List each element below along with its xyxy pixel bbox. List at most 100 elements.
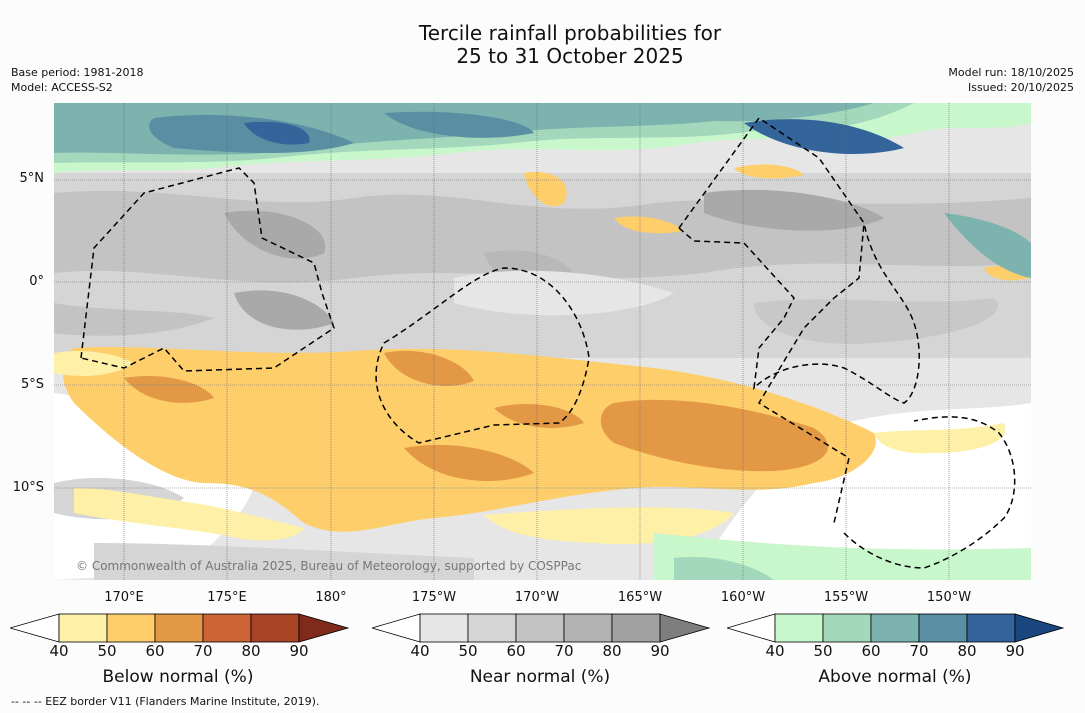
eez-borders: [80, 116, 1016, 569]
colorbar-below-seg-80: [250, 613, 300, 643]
lon-label-155w: 155°W: [823, 590, 869, 605]
meta-right: Model run: 18/10/2025 Issued: 20/10/2025: [948, 65, 1074, 95]
below-tick-40: 40: [49, 642, 69, 660]
below-normal-40-south: [74, 488, 304, 541]
below-normal-40-west: [54, 351, 134, 376]
near-tick-90: 90: [650, 642, 670, 660]
eez-kiribati-gilbert: [80, 167, 335, 372]
issued-date: Issued: 20/10/2025: [967, 81, 1074, 94]
colorbar-below-seg-50: [106, 613, 156, 643]
above-normal-70-b: [384, 111, 534, 138]
below-normal-60-a: [124, 375, 214, 403]
near-normal-70-a: [224, 210, 326, 259]
below-tick-60: 60: [145, 642, 165, 660]
colorbar-near-normal: [372, 613, 711, 643]
below-normal-60-e: [494, 403, 584, 428]
lat-label-10s: 10°S: [12, 480, 44, 495]
below-normal-60-c: [600, 399, 829, 472]
lon-label-165w: 165°W: [617, 590, 663, 605]
above-tick-80: 80: [957, 642, 977, 660]
colorbar-above-seg-60: [870, 613, 920, 643]
title-line-1: Tercile rainfall probabilities for: [418, 21, 722, 45]
colorbar-above-seg-70: [918, 613, 968, 643]
map-title: Tercile rainfall probabilities for 25 to…: [0, 22, 1085, 68]
lon-label-170w: 170°W: [514, 590, 560, 605]
above-tick-90: 90: [1005, 642, 1025, 660]
above-normal-50-south: [674, 556, 774, 580]
lon-label-175w: 175°W: [411, 590, 457, 605]
lat-label-5n: 5°N: [19, 171, 45, 186]
above-tick-40: 40: [765, 642, 785, 660]
gridlines: [54, 103, 1031, 580]
above-tick-50: 50: [813, 642, 833, 660]
copyright-credit: © Commonwealth of Australia 2025, Bureau…: [76, 559, 582, 573]
below-tick-90: 90: [289, 642, 309, 660]
near-tick-50: 50: [458, 642, 478, 660]
colorbar-near-seg-40: [419, 613, 469, 643]
colorbar-near-min-arrow: [372, 613, 421, 643]
above-tick-60: 60: [861, 642, 881, 660]
colorbar-above-seg-80: [966, 613, 1016, 643]
colorbar-below-seg-70: [202, 613, 252, 643]
colorbar-near-seg-80: [611, 613, 661, 643]
colorbar-below-normal: [10, 613, 350, 643]
near-tick-80: 80: [602, 642, 622, 660]
colorbar-below-seg-40: [58, 613, 108, 643]
near-tick-60: 60: [506, 642, 526, 660]
colorbar-above-max-arrow: [1014, 613, 1065, 643]
map-svg: [54, 103, 1031, 580]
near-normal-south: [94, 543, 474, 580]
below-normal-north-c: [734, 164, 804, 179]
lon-label-150w: 150°W: [926, 590, 972, 605]
below-tick-80: 80: [241, 642, 261, 660]
above-normal-80-a: [744, 119, 904, 155]
near-normal-east: [754, 298, 998, 344]
colorbar-above-min-arrow: [727, 613, 776, 643]
below-normal-50: [62, 346, 876, 532]
below-normal-60-b: [384, 350, 474, 386]
below-normal-title: Below normal (%): [102, 667, 254, 687]
above-normal-80-b: [244, 121, 310, 145]
lon-label-180: 180°: [315, 590, 347, 605]
colorbar-near-seg-70: [563, 613, 613, 643]
colorbar-below-min-arrow: [10, 613, 60, 643]
below-normal-60-d: [404, 444, 534, 481]
eez-tokelau: [375, 267, 590, 444]
above-tick-70: 70: [909, 642, 929, 660]
below-tick-70: 70: [193, 642, 213, 660]
near-normal-70-c: [234, 290, 334, 330]
colorbar-below-seg-60: [154, 613, 204, 643]
below-tick-50: 50: [97, 642, 117, 660]
lat-label-5s: 5°S: [20, 377, 44, 392]
lat-label-0: 0°: [29, 274, 44, 289]
title-line-2: 25 to 31 October 2025: [456, 44, 684, 68]
colorbar-above-seg-50: [822, 613, 872, 643]
near-tick-70: 70: [554, 642, 574, 660]
model-run: Model run: 18/10/2025: [948, 66, 1074, 79]
colorbar-near-max-arrow: [659, 613, 711, 643]
below-normal-north-b: [614, 216, 684, 234]
base-period: Base period: 1981-2018: [11, 66, 144, 79]
eez-kiribati-line-a: [678, 116, 865, 524]
near-normal-west: [54, 303, 214, 336]
above-normal-title: Above normal (%): [818, 667, 972, 687]
colorbar-near-seg-60: [515, 613, 565, 643]
near-normal-70-b: [704, 189, 884, 231]
eez-kiribati-line-b: [678, 222, 920, 404]
below-normal-north-a: [524, 172, 567, 207]
meta-left: Base period: 1981-2018 Model: ACCESS-S2: [11, 65, 143, 95]
below-normal-40-east: [874, 423, 1006, 454]
lon-label-175e: 175°E: [207, 590, 247, 605]
above-normal-east: [944, 213, 1031, 278]
colorbar-above-normal: [727, 613, 1065, 643]
eez-legend-note: -- -- -- EEZ border V11 (Flanders Marine…: [11, 695, 320, 708]
colorbar-above-seg-40: [774, 613, 824, 643]
rainfall-map: [54, 103, 1031, 580]
colorbar-near-seg-50: [467, 613, 517, 643]
near-normal-title: Near normal (%): [469, 667, 611, 687]
near-tick-40: 40: [410, 642, 430, 660]
lon-label-160w: 160°W: [720, 590, 766, 605]
eez-cook-islands: [843, 416, 1016, 569]
colorbar-below-max-arrow: [298, 613, 350, 643]
lon-label-170e: 170°E: [104, 590, 144, 605]
